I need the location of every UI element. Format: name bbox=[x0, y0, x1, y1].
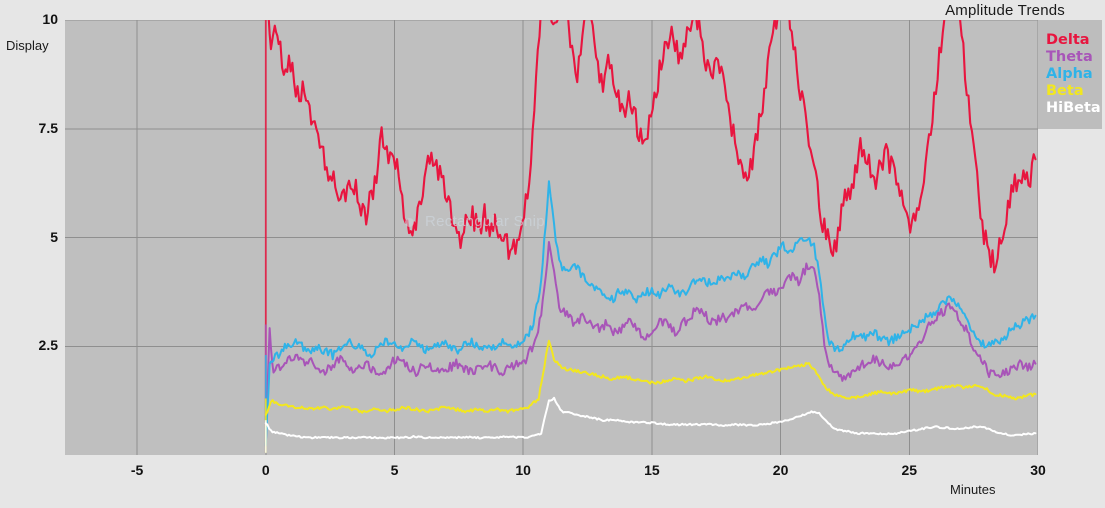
x-axis-label: Minutes bbox=[950, 482, 996, 497]
bottom-panel bbox=[0, 455, 1105, 508]
watermark-dot-icon bbox=[405, 218, 414, 227]
series-layer bbox=[264, 20, 1037, 453]
left-panel bbox=[0, 0, 65, 508]
legend-item-hibeta[interactable]: HiBeta bbox=[1046, 100, 1101, 116]
y-tick-7-5: 7.5 bbox=[38, 119, 58, 136]
y-axis-label: Display bbox=[6, 38, 49, 53]
chart-title: Amplitude Trends bbox=[945, 2, 1065, 19]
x-tick-0: 0 bbox=[261, 462, 270, 478]
plot-area[interactable]: Rectangular Snip bbox=[65, 20, 1038, 455]
x-tick-15: 15 bbox=[644, 462, 660, 478]
legend-item-theta[interactable]: Theta bbox=[1046, 49, 1093, 65]
x-tick-10: 10 bbox=[515, 462, 531, 478]
trend-chart-svg bbox=[65, 20, 1038, 455]
legend-item-delta[interactable]: Delta bbox=[1046, 32, 1090, 48]
series-legend[interactable]: Delta Theta Alpha Beta HiBeta bbox=[1038, 20, 1102, 129]
x-tick-30: 30 bbox=[1030, 462, 1046, 478]
y-tick-2-5: 2.5 bbox=[38, 337, 58, 354]
x-tick-25: 25 bbox=[901, 462, 918, 478]
x-tick-neg5: -5 bbox=[130, 462, 144, 478]
legend-item-beta[interactable]: Beta bbox=[1046, 83, 1084, 99]
y-tick-10: 10 bbox=[42, 11, 58, 27]
x-tick-5: 5 bbox=[390, 462, 399, 478]
gridlines bbox=[65, 20, 1038, 455]
legend-item-alpha[interactable]: Alpha bbox=[1046, 66, 1093, 82]
y-tick-5: 5 bbox=[50, 228, 58, 245]
top-panel bbox=[0, 0, 1105, 20]
x-tick-20: 20 bbox=[772, 462, 789, 478]
